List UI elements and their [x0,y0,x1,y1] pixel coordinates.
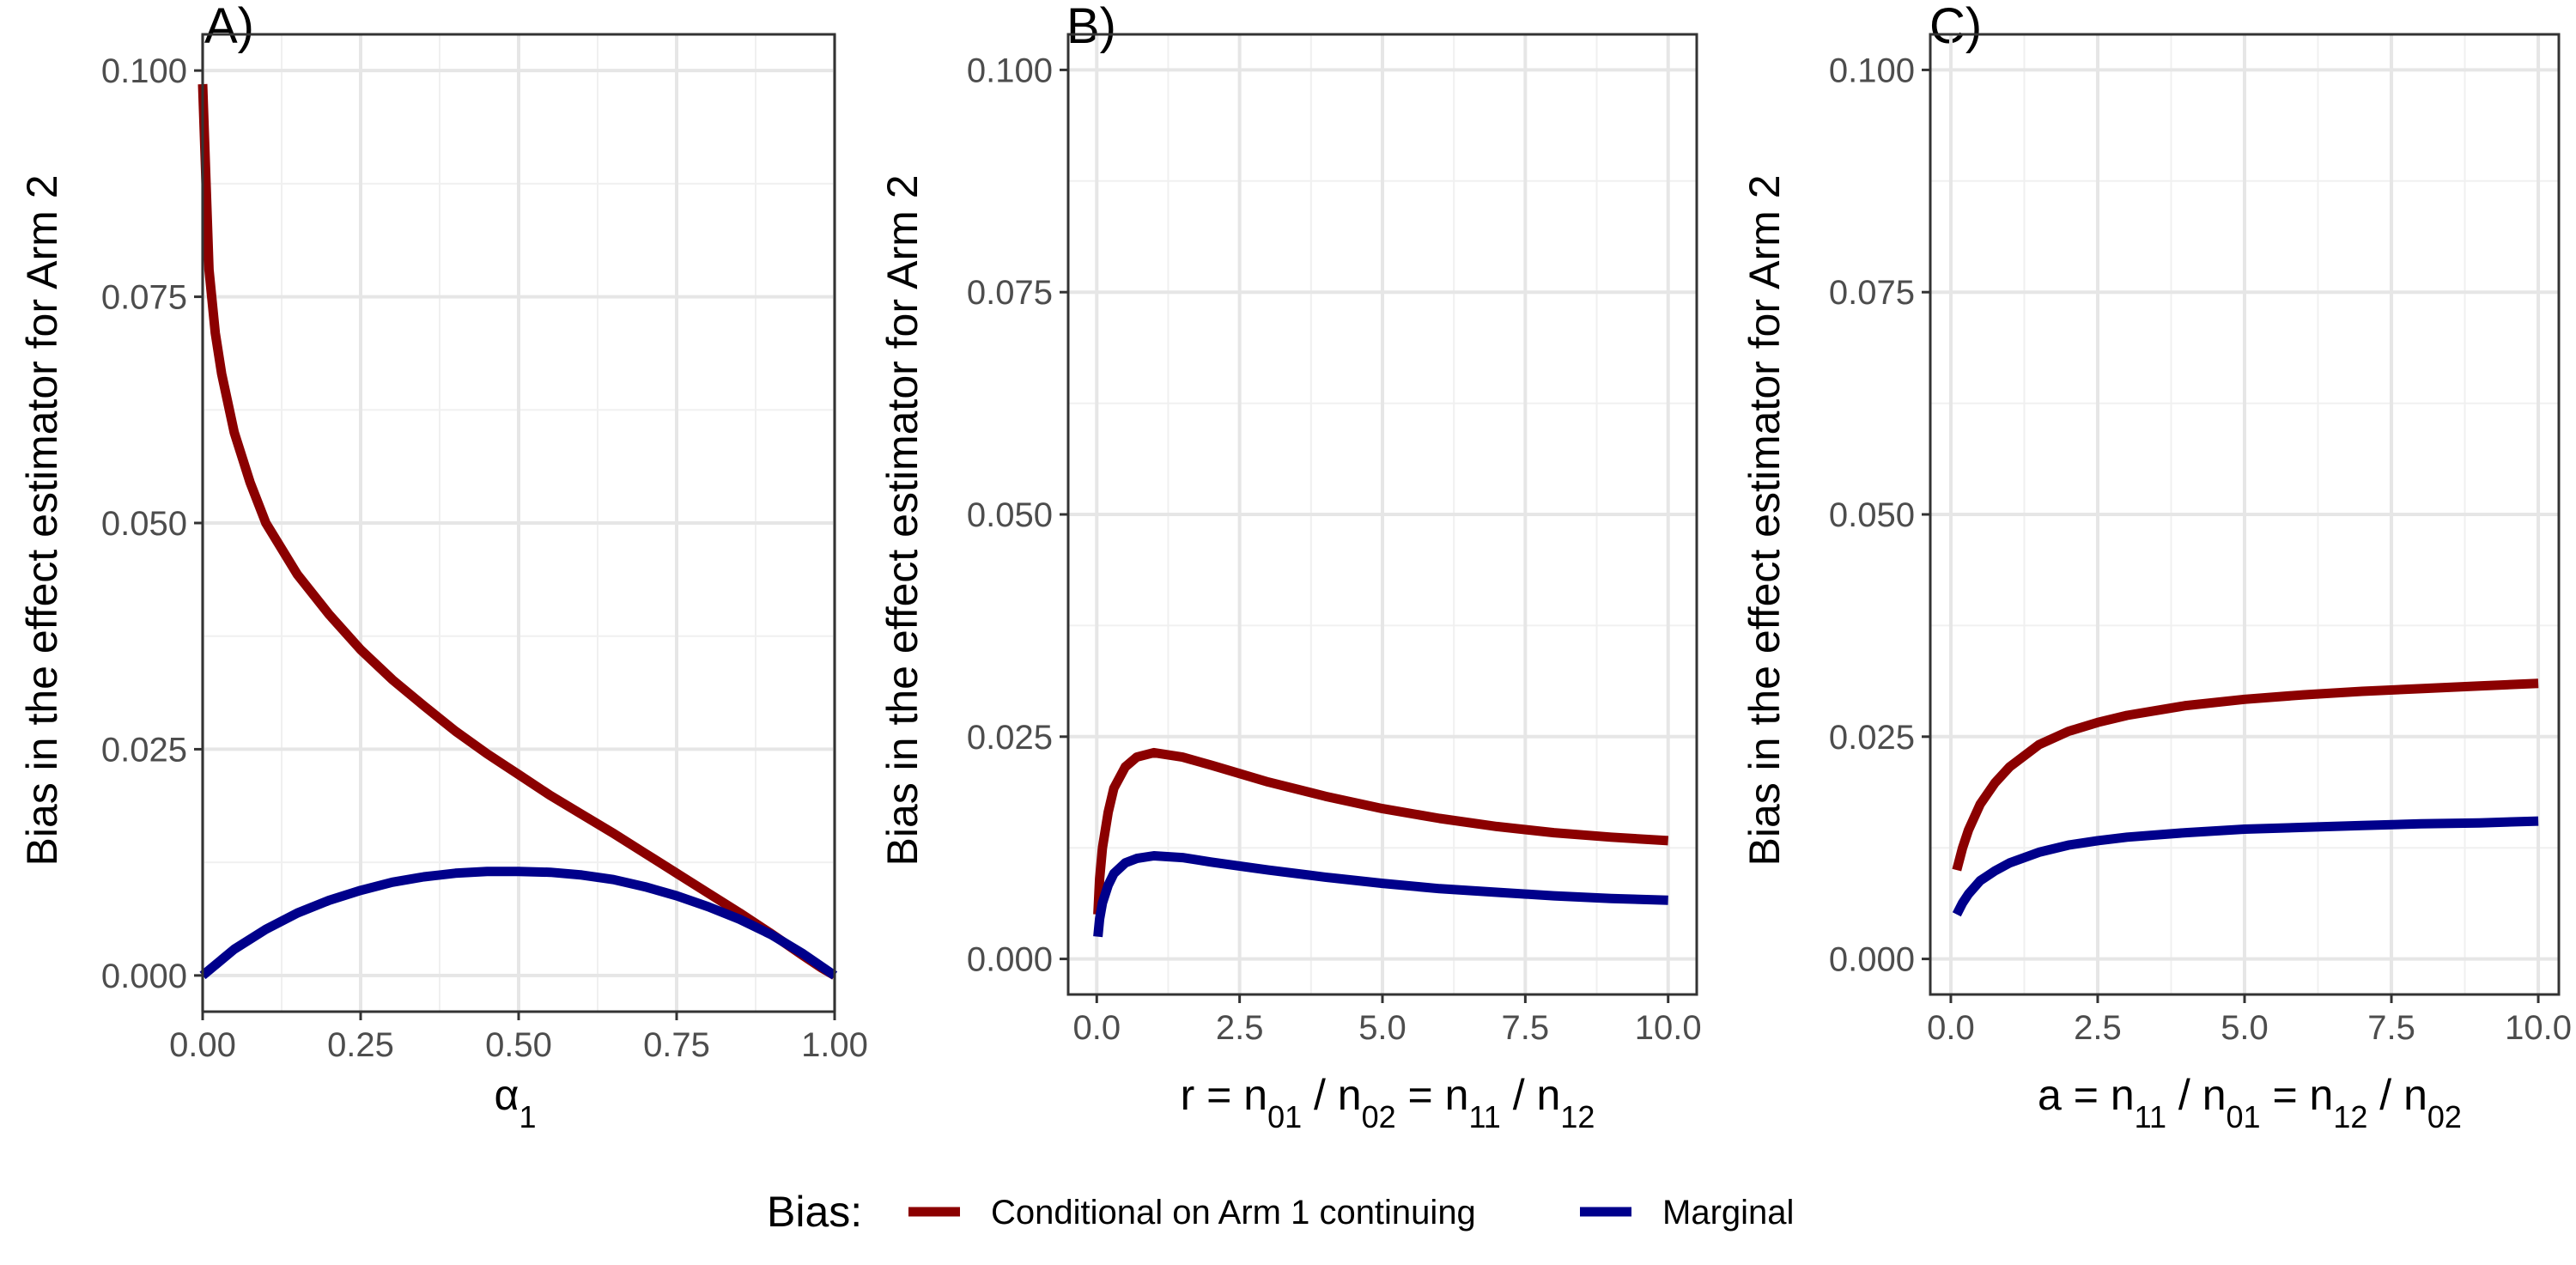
y-axis-title-c: Bias in the effect estimator for Arm 2 [1741,175,1789,867]
y-tick-label-c: 0.000 [1829,941,1915,979]
y-tick-label-a: 0.075 [101,279,187,317]
series-line-marginal-c [1952,816,2539,917]
x-tick-label-a: 0.75 [643,1026,710,1064]
x-tick-label-b: 7.5 [1502,1009,1550,1047]
panel-c: C) Bias in the effect estimator for Arm … [1741,0,2572,1134]
x-tick-label-c: 10.0 [2505,1009,2572,1047]
x-tick-label-a: 0.25 [327,1026,394,1064]
x-tick-label-c: 2.5 [2074,1009,2122,1047]
x-tick-label-a: 0.50 [485,1026,552,1064]
panel-label-a: A) [204,0,254,54]
series-line-marginal-b [1093,851,1668,938]
series-line-conditional-on-arm-1-continuing-c [1952,678,2539,872]
x-tick-label-c: 5.0 [2221,1009,2269,1047]
y-tick-label-a: 0.025 [101,731,187,769]
y-axis-title-b: Bias in the effect estimator for Arm 2 [878,175,927,867]
series-line-conditional-on-arm-1-continuing-a [197,83,837,980]
y-tick-label-c: 0.025 [1829,719,1915,757]
plot-area-c: 0.0 2.5 5.0 7.5 10.0 0.000 0.025 0.050 0.075 0.10… [1829,33,2572,1047]
x-tick-label-a: 0.00 [169,1026,236,1064]
y-tick-label-c: 0.075 [1829,274,1915,312]
y-tick-label-a: 0.000 [101,958,187,995]
y-tick-label-b: 0.100 [967,52,1053,89]
legend: Bias: Conditional on Arm 1 continuing Ma… [767,1188,1794,1236]
series-line-marginal-a [199,867,838,980]
x-tick-label-a: 1.00 [801,1026,868,1064]
panel-label-b: B) [1066,0,1116,54]
x-tick-label-c: 0.0 [1927,1009,1975,1047]
panel-b: B) Bias in the effect estimator for Arm … [878,0,1702,1134]
plot-area-a: 0.00 0.25 0.50 0.75 1.00 0.000 0.025 0.050 0.075… [101,33,868,1064]
y-tick-label-c: 0.100 [1829,52,1915,89]
y-tick-label-b: 0.050 [967,496,1053,534]
legend-label-marginal: Marginal [1662,1194,1794,1232]
legend-label-conditional: Conditional on Arm 1 continuing [991,1194,1476,1232]
y-tick-label-b: 0.025 [967,719,1053,757]
y-tick-label-b: 0.075 [967,274,1053,312]
series-line-conditional-on-arm-1-continuing-b [1093,747,1669,915]
plot-area-b: 0.0 2.5 5.0 7.5 10.0 0.000 0.025 0.050 0.075 0.10… [967,33,1702,1047]
y-tick-label-c: 0.050 [1829,496,1915,534]
legend-title: Bias: [767,1188,862,1236]
x-tick-label-b: 10.0 [1635,1009,1702,1047]
x-axis-title-a: α1 [495,1071,537,1134]
x-tick-label-b: 5.0 [1358,1009,1406,1047]
y-tick-label-a: 0.050 [101,505,187,543]
panel-label-c: C) [1929,0,1982,54]
x-tick-label-c: 7.5 [2367,1009,2415,1047]
y-tick-label-b: 0.000 [967,941,1053,979]
y-axis-title-a: Bias in the effect estimator for Arm 2 [18,175,66,867]
x-axis-title-c: a = n11 / n01 = n12 / n02 [2038,1071,2462,1134]
x-axis-title-b: r = n01 / n02 = n11 / n12 [1181,1071,1595,1134]
panel-a: A) Bias in the effect estimator for Arm … [18,0,868,1134]
x-tick-label-b: 0.0 [1072,1009,1121,1047]
x-tick-label-b: 2.5 [1216,1009,1264,1047]
y-tick-label-a: 0.100 [101,52,187,90]
